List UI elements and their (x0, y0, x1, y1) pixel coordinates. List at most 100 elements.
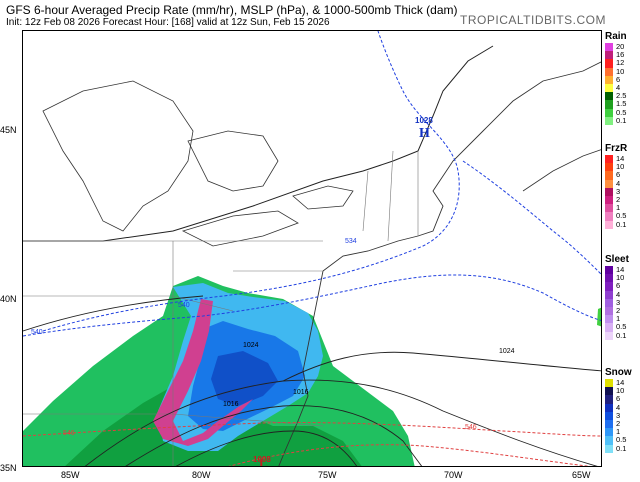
thickness-label: 540 (31, 329, 43, 336)
legend-value: 0.5 (616, 211, 627, 221)
isobar-label: 1016 (223, 401, 239, 408)
legend-value: 2.5 (616, 91, 627, 101)
legend-row: 10 (605, 162, 639, 172)
nova-scotia-outline (522, 149, 601, 192)
legend-swatch (605, 306, 613, 316)
legend-row: 2 (605, 306, 639, 316)
legend-value: 0.1 (616, 330, 627, 340)
legend-title: FrzR (605, 143, 628, 154)
legend-row: 6 (605, 281, 639, 291)
legend-row: 6 (605, 394, 639, 404)
legend-value: 1 (616, 203, 621, 213)
legend-row: 14 (605, 265, 639, 275)
legend-row: 6 (605, 170, 639, 180)
legend-row: 10 (605, 386, 639, 396)
legend-swatch (605, 195, 613, 205)
legend-row: 14 (605, 154, 639, 164)
lon-label: 75W (318, 470, 337, 480)
legend-value: 10 (616, 386, 625, 396)
brand-watermark: TROPICALTIDBITS.COM (460, 13, 606, 27)
legend-row: 0.1 (605, 116, 639, 125)
legend-swatch (605, 116, 613, 125)
legend-row: 0.1 (605, 330, 639, 340)
legend-value: 2 (616, 306, 621, 316)
lon-label: 65W (572, 470, 591, 480)
legend-row: 16 (605, 50, 639, 60)
legend-swatch (605, 155, 613, 164)
legend-swatch (605, 163, 613, 172)
legend-value: 6 (616, 74, 621, 84)
legend-swatch (605, 108, 613, 117)
mid-atlantic-coast (278, 270, 324, 466)
lake-erie-outline (181, 210, 299, 247)
thickness-label: 546 (63, 430, 75, 437)
legend-value: 14 (616, 265, 625, 275)
legend-swatch (605, 315, 613, 324)
legend-value: 14 (616, 154, 625, 164)
legend-swatch (605, 436, 613, 445)
legend-row: 0.5 (605, 323, 639, 332)
thickness-lines (23, 31, 601, 466)
legend-value: 16 (616, 50, 625, 60)
chart-subtitle: Init: 12z Feb 08 2026 Forecast Hour: [16… (6, 17, 330, 28)
legend-row: 0.5 (605, 108, 639, 117)
legend-row: 2 (605, 419, 639, 429)
legend-value: 10 (616, 162, 625, 172)
legend-value: 3 (616, 186, 621, 196)
legend-swatch (605, 59, 613, 68)
state-borders (23, 150, 419, 466)
lake-ontario-outline (292, 185, 354, 210)
legend-swatch (605, 266, 613, 275)
legend-row: 4 (605, 178, 639, 188)
isobar-label: 1024 (499, 348, 515, 355)
legend-value: 0.1 (616, 219, 627, 229)
map-canvas: 1024 1024 1016 1016 534 540 540 546 546 … (23, 31, 601, 466)
legend-swatch (605, 419, 613, 429)
legend-value: 1 (616, 314, 621, 324)
legend-value: 6 (616, 394, 621, 404)
high-pressure-symbol: H (419, 126, 430, 141)
thickness-label: 546 (465, 424, 477, 431)
isobar-label: 1024 (243, 342, 259, 349)
legend-title: Snow (605, 367, 632, 378)
legend-swatch (605, 428, 613, 437)
legend-value: 0.5 (616, 435, 627, 445)
legend-row: 12 (605, 59, 639, 68)
chart-title: GFS 6-hour Averaged Precip Rate (mm/hr),… (6, 3, 458, 17)
legend-value: 2 (616, 419, 621, 429)
isobars (23, 295, 601, 466)
legend-swatch (605, 67, 613, 76)
legend-swatch (605, 411, 613, 420)
great-lakes-outline (42, 80, 194, 232)
legend-swatch (605, 387, 613, 396)
legend-value: 6 (616, 281, 621, 291)
legend-row: 1 (605, 428, 639, 437)
legend-swatch (605, 379, 613, 388)
legend-swatch (605, 444, 613, 453)
legend-value: 4 (616, 178, 621, 188)
legend-swatch (605, 403, 613, 412)
thickness-label: 534 (345, 238, 357, 245)
legend-value: 10 (616, 66, 625, 76)
legend-swatch (605, 274, 613, 283)
legend-value: 4 (616, 289, 621, 299)
legend-swatch (605, 212, 613, 221)
map-frame: 1024 1024 1016 1016 534 540 540 546 546 … (22, 30, 602, 467)
lake-huron-outline (187, 130, 279, 192)
legend-swatch (605, 171, 613, 180)
legend-row: 1 (605, 203, 639, 213)
legend-swatch (605, 51, 613, 60)
isobar-label: 1016 (293, 389, 309, 396)
legend-swatch (605, 298, 613, 307)
high-pressure-value: 1028 (415, 116, 433, 125)
legend-row: 1.5 (605, 100, 639, 109)
legend-title: Rain (605, 31, 627, 42)
legend-swatch (605, 282, 613, 291)
legend-rain: Rain 20 16 12 10 6 4 2.5 1.5 0.5 0.1 (605, 30, 639, 125)
legend-row: 3 (605, 298, 639, 307)
legend-row: 0.1 (605, 219, 639, 229)
legend-swatch (605, 179, 613, 188)
legend-swatch (605, 290, 613, 299)
legend-value: 6 (616, 170, 621, 180)
legend-row: 2 (605, 195, 639, 205)
